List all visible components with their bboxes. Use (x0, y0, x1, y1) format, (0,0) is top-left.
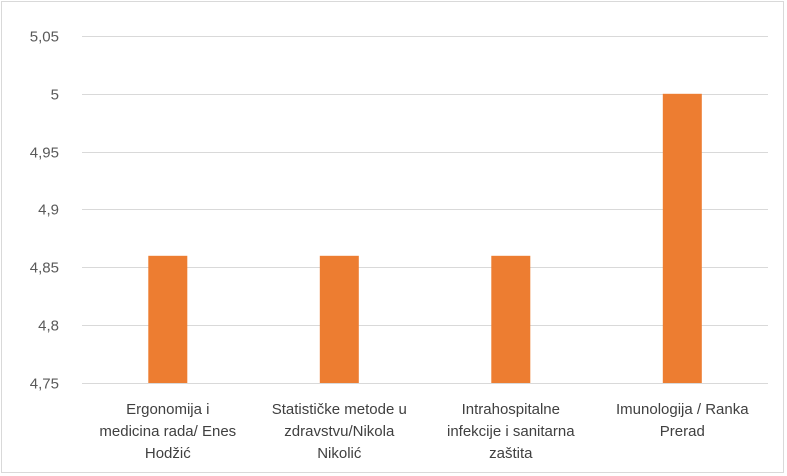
gridlines (82, 36, 768, 384)
y-tick-label: 4,8 (38, 318, 59, 335)
x-category-label-line: Nikolić (317, 445, 362, 462)
x-category-label: Intrahospitalne infekcije i sanitarna zašt… (447, 401, 575, 462)
bars (148, 93, 702, 384)
x-category-label-line: zdravstvu/Nikola (284, 423, 395, 440)
y-tick-label: 4,85 (30, 260, 59, 277)
y-tick-label: 4,75 (30, 376, 59, 393)
x-category-label-line: infekcije i sanitarna (447, 423, 575, 440)
x-axis-labels: Ergonomija i medicina rada/ Enes Hodžić Sta… (99, 401, 749, 462)
y-tick-label: 4,9 (38, 202, 59, 219)
x-category-label-line: Hodžić (145, 445, 191, 462)
bar (148, 255, 188, 383)
y-tick-label: 4,95 (30, 145, 59, 162)
x-category-label-line: medicina rada/ Enes (99, 423, 236, 440)
y-tick-label: 5 (51, 87, 59, 104)
y-tick-label: 5,05 (30, 29, 59, 46)
x-category-label: Statističke metode u zdravstvu/Nikola Niko… (272, 401, 407, 462)
x-category-label-line: Intrahospitalne (462, 401, 560, 418)
x-category-label-line: Ergonomija i (126, 401, 209, 418)
bar (662, 93, 702, 384)
x-category-label-line: Prerad (660, 423, 705, 440)
y-axis-ticks: 4,75 4,8 4,85 4,9 4,95 5 5,05 (30, 29, 59, 393)
x-category-label: Imunologija / Ranka Prerad (616, 401, 749, 440)
x-category-label: Ergonomija i medicina rada/ Enes Hodžić (99, 401, 236, 462)
x-category-label-line: Imunologija / Ranka (616, 401, 749, 418)
bar (491, 255, 531, 383)
bar (319, 255, 359, 383)
x-category-label-line: Statističke metode u (272, 401, 407, 418)
x-category-label-line: zaštita (489, 445, 533, 462)
